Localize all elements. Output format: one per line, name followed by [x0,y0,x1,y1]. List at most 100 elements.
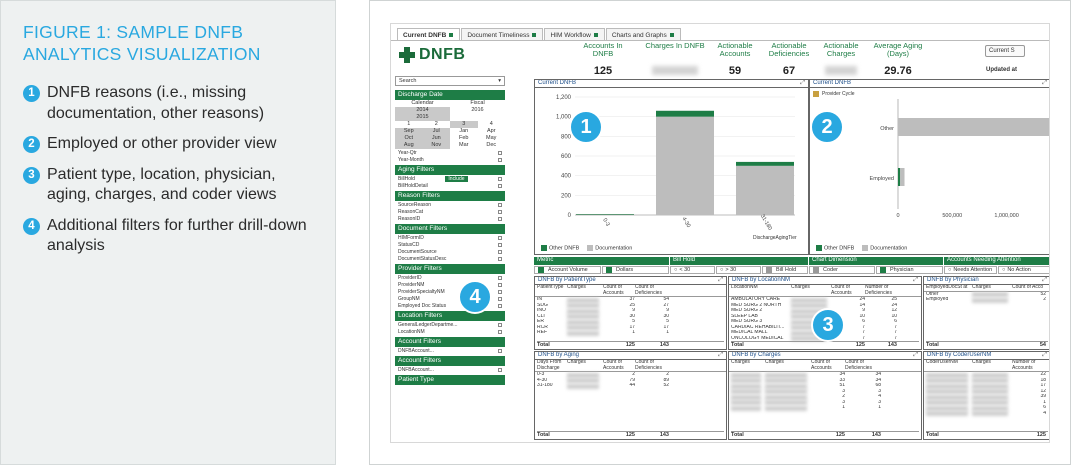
table-row[interactable]: SDG 25 27 [535,303,726,308]
column-header[interactable]: Count of Accounts [603,360,624,371]
table-row[interactable]: MED SURG 2 9 12 [729,308,921,314]
table-row[interactable]: Other 52 [924,292,1049,297]
filter-row[interactable]: GeneralLedgerDepartme... [395,321,505,328]
column-header[interactable]: Days From Discharge [537,360,562,371]
filter-row[interactable]: LocationNM [395,328,505,335]
checkbox-icon[interactable] [498,367,502,372]
expand-icon[interactable]: ⤢ [1042,352,1047,358]
table-row[interactable]: 39 [924,394,1049,400]
table-row[interactable]: IN 37 54 [535,297,726,303]
table-row[interactable]: Employed 2 [924,297,1049,303]
year-cell[interactable]: 2016 [471,107,484,113]
coder-option[interactable]: Coder [809,266,875,274]
dollars-option[interactable]: Dollars [602,266,669,274]
checkbox-icon[interactable] [498,249,502,254]
checkbox-icon[interactable] [498,235,502,240]
column-header[interactable]: Count of Accounts [831,285,852,296]
checkbox-icon[interactable] [498,183,502,188]
filter-row[interactable]: ProviderID [395,274,505,281]
bill-hold-option[interactable]: Bill Hold [762,266,808,274]
table-row[interactable]: 6 [924,405,1049,411]
filter-row[interactable]: StatusCD [395,241,505,248]
column-header[interactable]: Charges [972,360,991,365]
table-row[interactable]: AMBULATORY CARE 24 25 [729,297,921,303]
account-volume-option[interactable]: Account Volume [534,266,601,274]
column-header[interactable]: Number of Deficiencies [865,285,892,296]
filter-row[interactable]: Employed Doc Status [395,302,505,309]
checkbox-icon[interactable] [498,157,502,162]
table-row[interactable]: 51 68 [729,383,921,389]
column-header[interactable]: PatientType [537,285,564,290]
column-header[interactable]: Count of Deficiencies [845,360,872,371]
checkbox-icon[interactable] [498,256,502,261]
column-header[interactable]: Charges [765,360,784,365]
column-header[interactable]: Charges [731,360,750,365]
month-cell[interactable]: Aug [395,142,423,149]
column-header[interactable]: Count of Deficiencies [635,285,662,296]
month-cell[interactable]: Jan [459,128,469,134]
tab-him-workflow[interactable]: HIM Workflow [544,28,605,40]
checkbox-icon[interactable] [498,150,502,155]
filter-row[interactable]: ProviderNM [395,281,505,288]
provider-cycle-icon[interactable] [813,91,819,97]
month-cell[interactable]: Jun [422,135,450,142]
column-header[interactable]: Charges [791,285,810,290]
column-header[interactable]: Count of Accounts [811,360,832,371]
filter-row[interactable]: BillHoldDetail [395,182,505,189]
year-cell[interactable]: 2015 [395,114,450,121]
table-row[interactable]: 33 34 [729,378,921,383]
column-header[interactable]: EmployedDocSt at [926,285,968,290]
column-header[interactable]: Charges [567,285,586,290]
filter-row[interactable]: BillHold Include [395,175,505,182]
table-row[interactable]: MED SURG 3 6 6 [729,319,921,325]
quarter-cell[interactable]: 2 [434,121,438,127]
no-action-option[interactable]: ○ No Action [998,266,1049,274]
table-row[interactable]: SLEEP LAB 10 10 [729,314,921,319]
quarter-cell[interactable]: 3 [450,121,478,128]
column-header[interactable]: Number of Accounts [1012,360,1036,371]
filter-row[interactable]: Year-Month [395,156,505,163]
table-row[interactable]: CLI 30 30 [535,314,726,319]
tab-current-dnfb[interactable]: Current DNFB [397,28,461,40]
table-row[interactable]: REF 1 1 [535,330,726,336]
month-cell[interactable]: Feb [459,135,469,141]
checkbox-icon[interactable] [498,329,502,334]
lt30-option[interactable]: ○ < 30 [670,266,715,274]
quarter-cell[interactable]: 4 [489,121,493,127]
table-row[interactable]: INO 9 9 [535,308,726,314]
filter-row[interactable]: DNFBAccount... [395,347,505,354]
checkbox-icon[interactable] [498,289,502,294]
table-row[interactable]: 31-180 44 52 [535,383,726,389]
month-cell[interactable]: Apr [486,128,496,134]
month-cell[interactable]: Oct [395,135,423,142]
filter-row[interactable]: DNFBAccount... [395,366,505,373]
filter-row[interactable]: ReasonCat [395,208,505,215]
filter-row[interactable]: ProviderSpecialtyNM [395,288,505,295]
needs-attention-option[interactable]: ○ Needs Attention [944,266,997,274]
table-row[interactable]: 18 [924,378,1049,383]
filter-row[interactable]: GroupNM [395,295,505,302]
checkbox-icon[interactable] [498,348,502,353]
filter-row[interactable]: SourceReason [395,201,505,208]
column-header[interactable]: Count of Deficiencies [635,360,662,371]
checkbox-icon[interactable] [498,202,502,207]
checkbox-icon[interactable] [498,303,502,308]
month-cell[interactable]: Nov [422,142,450,149]
expand-icon[interactable]: ⤢ [800,80,805,86]
chevron-down-icon[interactable]: ▾ [498,78,501,84]
month-cell[interactable]: May [486,135,497,141]
current-selections-button[interactable]: Current S [985,45,1025,57]
gt30-option[interactable]: ○ > 30 [716,266,761,274]
table-row[interactable]: 17 [924,383,1049,389]
table-row[interactable]: ER 5 5 [535,319,726,325]
checkbox-icon[interactable] [497,176,502,181]
checkbox-icon[interactable] [498,322,502,327]
column-header[interactable]: CoderUserNM [926,360,958,365]
tab-document-timeliness[interactable]: Document Timeliness [461,28,544,40]
quarter-cell[interactable]: 1 [407,121,411,127]
column-header[interactable]: Charges [972,285,991,290]
table-row[interactable]: 1 [924,400,1049,405]
table-row[interactable]: 34 34 [729,372,921,378]
